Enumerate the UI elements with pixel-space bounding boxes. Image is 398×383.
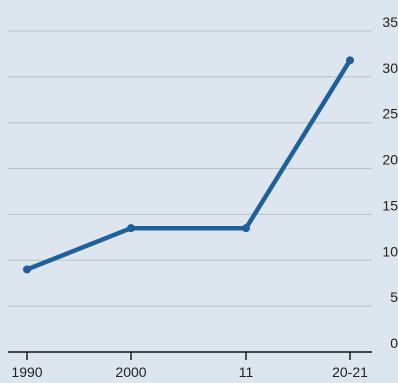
data-point-0-2 [242, 224, 250, 233]
series-line-0 [24, 58, 353, 272]
x-axis: 1990 2000 11 20-21 [8, 351, 372, 380]
x-tick-label-3: 20-21 [332, 364, 368, 380]
y-tick-label-3: 15 [382, 197, 398, 213]
series-layer [23, 56, 354, 274]
y-tick-label-7: 35 [382, 14, 398, 30]
x-tick-label-2: 11 [239, 364, 254, 380]
y-tick-label-5: 25 [382, 106, 398, 122]
data-point-0-1 [127, 224, 135, 233]
y-tick-label-6: 30 [382, 60, 398, 76]
y-tick-label-2: 10 [382, 243, 398, 259]
data-point-0-0 [23, 265, 31, 274]
data-point-0-3 [346, 56, 354, 65]
x-tick-label-1: 2000 [115, 364, 146, 380]
y-tick-label-1: 5 [390, 289, 398, 305]
gridlines [8, 30, 372, 307]
y-axis-tick-labels: 0 5 10 15 20 25 30 35 [382, 14, 398, 351]
y-tick-label-4: 20 [382, 152, 398, 168]
x-tick-label-0: 1990 [11, 364, 42, 380]
y-tick-label-0: 0 [390, 335, 398, 351]
